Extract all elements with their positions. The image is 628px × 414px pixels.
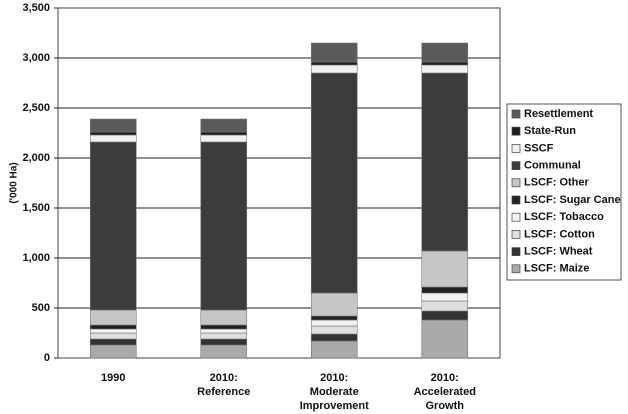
bar-segment [310, 72, 358, 294]
bar-segment [421, 300, 469, 312]
x-tick-label: 1990 [101, 372, 125, 384]
bar-segment [310, 340, 358, 359]
bar-segment [421, 286, 469, 294]
legend-label: LSCF: Other [524, 177, 589, 189]
bar-segment [89, 134, 137, 143]
bar-segment [310, 319, 358, 327]
legend-label: LSCF: Tobacco [524, 211, 604, 223]
bar-segment [89, 332, 137, 340]
bar-segment [421, 61, 469, 66]
bar-segment [310, 61, 358, 66]
bar-segment [310, 292, 358, 317]
bar-segment [310, 42, 358, 63]
legend-label: LSCF: Maize [524, 263, 589, 275]
legend-swatch [511, 230, 521, 239]
legend-label: State-Run [524, 125, 576, 137]
legend-swatch [511, 195, 521, 205]
bar-segment [89, 118, 137, 133]
legend-swatch [511, 161, 521, 170]
bar-segment [89, 338, 137, 346]
bar-segment [421, 319, 469, 359]
bar-segment [89, 328, 137, 334]
bar-segment [89, 309, 137, 326]
legend-swatch [511, 144, 521, 153]
legend-label: LSCF: Cotton [524, 228, 595, 240]
bar-segment [89, 324, 137, 330]
legend-box [506, 103, 622, 281]
bar-segment [200, 344, 248, 359]
legend-label: Resettlement [524, 108, 593, 120]
bar-segment [200, 118, 248, 133]
bar-segment [421, 310, 469, 321]
bar-segment [200, 131, 248, 136]
y-tick-label: 1,500 [22, 202, 50, 214]
legend-swatch [511, 264, 521, 274]
legend-label: LSCF: Sugar Cane [524, 194, 621, 206]
bar-segment [421, 42, 469, 63]
bar-segment [89, 141, 137, 311]
bar-segment [200, 324, 248, 330]
bar-segment [200, 309, 248, 326]
legend-swatch [511, 178, 521, 188]
bar-segment [421, 250, 469, 288]
bar-segment [200, 134, 248, 143]
y-tick-label: 2,500 [22, 102, 50, 114]
bar-segment [421, 64, 469, 74]
legend-label: LSCF: Wheat [524, 246, 593, 258]
x-tick-label: 2010: Accelerated Growth [414, 372, 476, 412]
plot-frame [57, 7, 501, 359]
y-tick-label: 500 [32, 302, 50, 314]
y-tick-label: 1,000 [22, 252, 50, 264]
bar-segment [421, 72, 469, 252]
bar-segment [89, 131, 137, 136]
y-tick-label: 2,000 [22, 152, 50, 164]
bar-segment [421, 292, 469, 302]
bar-segment [200, 332, 248, 340]
bar-segment [200, 328, 248, 334]
y-tick-label: 3,500 [22, 2, 50, 14]
bar-segment [200, 141, 248, 311]
y-axis-label: ('000 Ha) [9, 162, 20, 203]
bar-segment [310, 64, 358, 74]
y-tick-label: 3,000 [22, 52, 50, 64]
legend-swatch [511, 212, 521, 222]
bar-segment [310, 315, 358, 321]
legend-swatch [511, 109, 521, 119]
x-tick-label: 2010: Moderate Improvement [300, 372, 369, 412]
bar-segment [310, 325, 358, 335]
legend-swatch [511, 247, 521, 256]
legend-label: SSCF [524, 142, 554, 154]
legend-label: Communal [524, 160, 581, 172]
bar-segment [200, 338, 248, 346]
x-tick-label: 2010: Reference [197, 372, 250, 398]
y-tick-label: 0 [44, 352, 50, 364]
bar-segment [89, 344, 137, 359]
bar-segment [310, 333, 358, 342]
legend-swatch [511, 126, 521, 136]
